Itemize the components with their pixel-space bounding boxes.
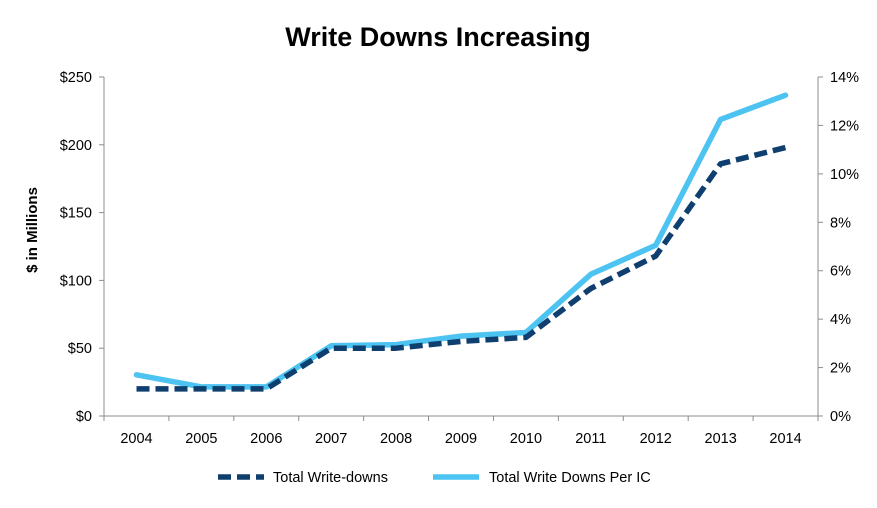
chart-title: Write Downs Increasing — [285, 22, 591, 52]
y-tick-label: $250 — [60, 70, 92, 86]
y-tick-label: $100 — [60, 273, 92, 289]
legend-label: Total Write-downs — [273, 470, 388, 486]
x-tick-label: 2011 — [575, 431, 606, 447]
y2-tick-label: 10% — [830, 167, 859, 183]
y2-tick-label: 2% — [830, 361, 851, 377]
x-tick-label: 2008 — [380, 431, 412, 447]
series-line-write-downs-per-ic — [133, 92, 789, 390]
tick-labels: $0 $50 $100 $150 $200 $250 0% 2% 4% 6% 8% 10% 12% 14%… — [60, 70, 859, 447]
y2-tick-label: 6% — [830, 264, 851, 280]
x-tick-label: 2014 — [769, 431, 801, 447]
y-axis-title: $ in Millions — [24, 187, 41, 273]
y2-tick-label: 0% — [830, 409, 851, 425]
y2-tick-label: 4% — [830, 312, 851, 328]
legend-item-write-downs-per-ic: Total Write Downs Per IC — [433, 470, 651, 486]
x-tick-label: 2005 — [185, 431, 217, 447]
x-tick-label: 2004 — [120, 431, 152, 447]
y2-tick-label: 12% — [830, 118, 859, 134]
y-tick-label: $150 — [60, 206, 92, 222]
legend-item-total-write-downs: Total Write-downs — [218, 470, 388, 486]
y2-tick-label: 8% — [830, 215, 851, 231]
x-tick-label: 2006 — [250, 431, 282, 447]
y-tick-label: $50 — [68, 341, 92, 357]
series-lines — [133, 92, 789, 392]
series-line-total-write-downs — [136, 144, 787, 392]
y-tick-label: $200 — [60, 138, 92, 154]
legend-label: Total Write Downs Per IC — [489, 470, 651, 486]
x-tick-label: 2007 — [315, 431, 347, 447]
x-tick-label: 2013 — [705, 431, 737, 447]
x-tick-label: 2010 — [510, 431, 542, 447]
x-tick-label: 2009 — [445, 431, 477, 447]
y2-tick-label: 14% — [830, 70, 859, 86]
axes — [99, 76, 823, 421]
legend: Total Write-downs Total Write Downs Per I… — [218, 470, 651, 486]
x-tick-label: 2012 — [640, 431, 672, 447]
y-tick-label: $0 — [76, 409, 92, 425]
